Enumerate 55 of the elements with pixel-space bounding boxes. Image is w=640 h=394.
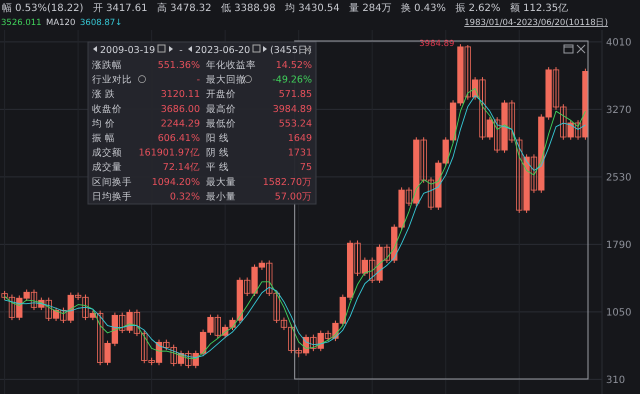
annotation: - (196, 74, 200, 86)
annotation: 3984.89 (272, 104, 312, 115)
annotation: 1731 (288, 148, 312, 159)
annotation: 3120.11 (160, 89, 200, 100)
annotation: 最高价 (206, 102, 236, 115)
annotation: 14.52% (276, 60, 312, 71)
annotation: 收盘价 (92, 102, 122, 115)
annotation: 最大量 (206, 176, 236, 188)
annotation: 1094.20% (152, 176, 200, 188)
annotation: 区间换手 (92, 176, 132, 188)
annotation: 606.41% (158, 133, 200, 144)
annotation: 均 价 (91, 117, 116, 130)
annotation: 年化收益率 (206, 59, 256, 71)
text: 1983/01/04-2023/06/20(10118日) (464, 18, 608, 28)
y-tick-label: 3270 (606, 104, 632, 116)
annotation: 成交额 (92, 146, 122, 159)
annotation: 最低价 (206, 117, 236, 130)
y-tick-label: 1050 (606, 307, 632, 318)
y-tick-label: 4010 (606, 37, 632, 48)
annotation: 2244.29 (160, 118, 200, 130)
annotation: 161901.97亿 (138, 148, 200, 159)
y-tick-label: 1790 (606, 240, 632, 251)
annotation: 行业对比 (92, 74, 132, 86)
annotation: 72.14亿 (162, 162, 200, 174)
annotation: 75 (300, 162, 312, 174)
annotation: 日均换手 (92, 190, 132, 202)
annotation: 最小量 (206, 190, 236, 202)
annotation: 1582.70万 (262, 176, 312, 188)
annotation: 成交量 (92, 161, 122, 174)
text: 3526.011 (1, 18, 42, 28)
annotation: 2023-06-20 (195, 45, 250, 56)
annotation: 3984.89 (419, 39, 454, 50)
text: 幅 0.53%(18.22) 开 3417.61 高 3478.32 低 3388.98 均 3430.54 量 284万 换 0.43% 振 2.62% 额 112.35亿 (2, 2, 568, 14)
annotation: 2009-03-19 (100, 45, 156, 56)
annotation: 最大回撤 (206, 74, 246, 86)
annotation: 平 线 (206, 161, 230, 174)
annotation: 涨跌幅 (92, 59, 122, 71)
annotation: 涨 跌 (92, 88, 116, 100)
text: MA120 (46, 18, 76, 28)
annotation: 571.85 (278, 89, 312, 100)
annotation: 振 幅 (92, 132, 116, 144)
annotation: 阳 线 (206, 132, 230, 144)
annotation: 开盘价 (206, 88, 236, 100)
annotation: - (179, 45, 183, 56)
text: 3608.87↓ (80, 18, 122, 28)
annotation: -49.26% (272, 74, 312, 86)
annotation: 0.32% (170, 191, 200, 202)
y-tick-label: 310 (606, 374, 626, 386)
annotation: 1649 (288, 133, 312, 144)
annotation: 553.24 (278, 118, 312, 130)
annotation: 阴 线 (206, 146, 230, 159)
annotation: 551.36% (158, 60, 200, 71)
annotation: 57.00万 (274, 191, 312, 202)
y-tick-label: 2530 (606, 172, 632, 184)
annotation: 3686.00 (160, 104, 200, 115)
